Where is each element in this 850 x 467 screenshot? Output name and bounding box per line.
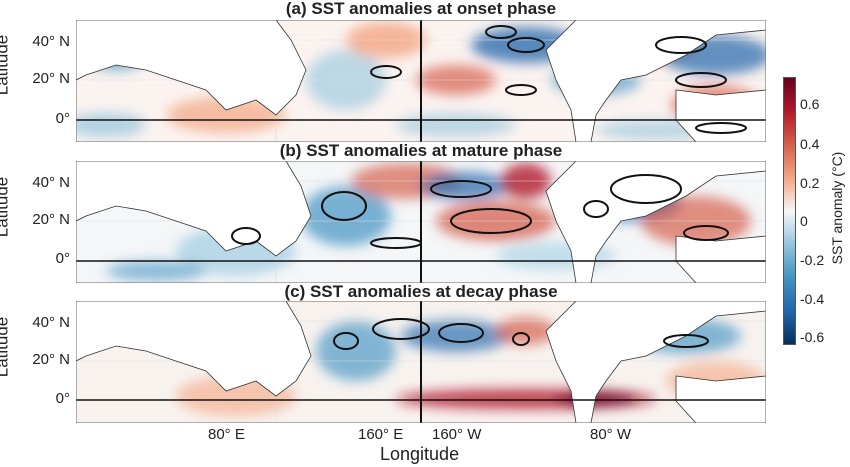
xtick-160e: 160° E xyxy=(358,426,404,443)
colorbar-tick-neg0.6: -0.6 xyxy=(800,329,825,345)
panel-c-title: (c) SST anomalies at decay phase xyxy=(284,282,558,301)
panel-a-title: (a) SST anomalies at onset phase xyxy=(285,0,557,18)
panel-a-ytick-0: 0° xyxy=(55,110,70,127)
xtick-160w: 160° W xyxy=(432,426,482,443)
colorbar-tick-neg0.2: -0.2 xyxy=(800,252,825,268)
xtick-80e: 80° E xyxy=(208,426,245,443)
colorbar-tick-0: 0 xyxy=(800,213,808,229)
panel-c-map xyxy=(76,301,766,423)
colorbar xyxy=(783,77,796,345)
panel-b-map xyxy=(76,161,766,283)
colorbar-tick-0.4: 0.4 xyxy=(800,136,820,152)
panel-a-map xyxy=(76,20,766,142)
panel-a-ytick-20n: 20° N xyxy=(32,70,70,87)
xtick-80w: 80° W xyxy=(590,426,632,443)
colorbar-tick-neg0.4: -0.4 xyxy=(800,291,825,307)
x-axis-label: Longitude xyxy=(380,444,460,464)
colorbar-tick-0.2: 0.2 xyxy=(800,175,820,191)
colorbar-tick-0.6: 0.6 xyxy=(800,96,820,112)
colorbar-label: SST anomaly (°C) xyxy=(829,151,845,265)
panel-b-ytick-0: 0° xyxy=(55,250,70,267)
panel-a-ytick-40n: 40° N xyxy=(32,33,70,50)
panel-b-ytick-20n: 20° N xyxy=(32,211,70,228)
panel-c-ytick-40n: 40° N xyxy=(32,314,70,331)
panel-b-title: (b) SST anomalies at mature phase xyxy=(279,141,563,160)
panel-c-ytick-0: 0° xyxy=(55,390,70,407)
panel-b-ytick-40n: 40° N xyxy=(32,174,70,191)
panel-c-ytick-20n: 20° N xyxy=(32,351,70,368)
